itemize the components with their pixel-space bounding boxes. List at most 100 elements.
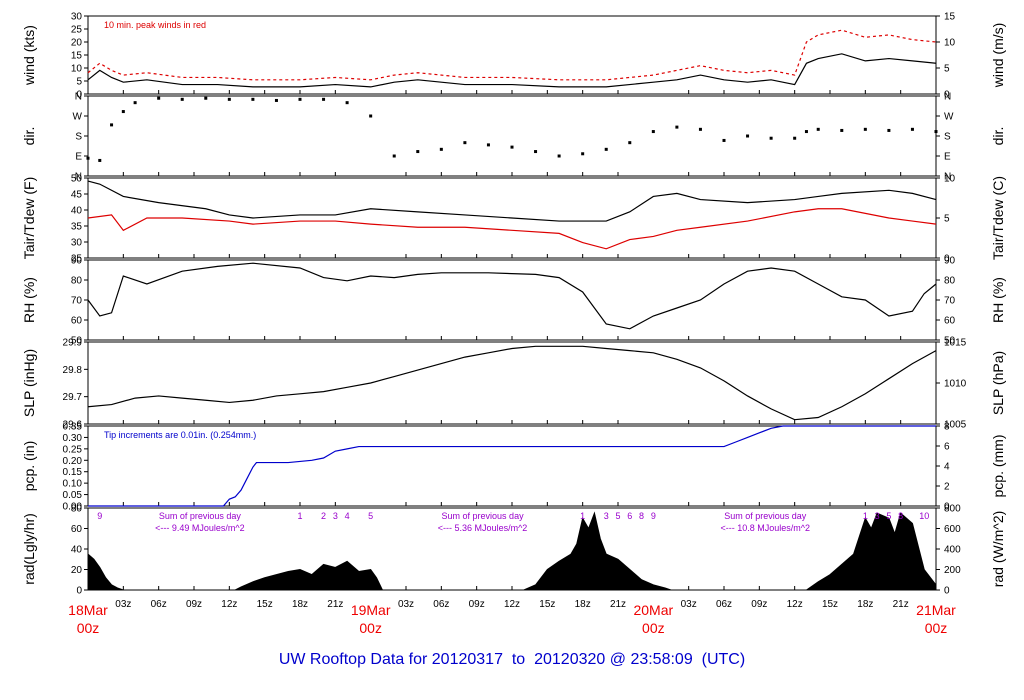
panel-frame [87,15,937,95]
left-tick-label: 15 [71,51,83,62]
left-tick-label: 20 [71,565,83,576]
data-point [816,127,820,131]
series-line-tair [87,180,937,222]
right-tick-label: 5 [944,64,950,75]
data-point [345,101,349,105]
daylight-hour-digit: 5 [368,511,373,521]
x-tick-label: 21z [610,599,626,610]
data-point [863,127,867,131]
right-tick-label: 600 [944,524,961,535]
data-point [804,130,808,134]
right-tick-label: 200 [944,565,961,576]
daylight-hour-digit: 8 [898,511,903,521]
daylight-hour-digit: 6 [627,511,632,521]
left-tick-label: 29.6 [63,420,83,431]
data-point [322,97,326,101]
data-point [157,96,161,100]
right-tick-label: 1015 [944,338,967,349]
left-tick-label: S [75,132,82,143]
left-tick-label: 30 [71,238,83,249]
left-tick-label: 30 [71,12,83,23]
ylabel-left: dir. [21,127,37,146]
ylabel-right: RH (%) [990,277,1006,323]
right-tick-label: 70 [944,296,956,307]
series-line-red [87,29,937,81]
data-point [581,152,585,156]
footer-time: 23:58:09 [630,651,693,668]
x-tick-label: 15z [539,599,555,610]
daylight-hour-digit: 5 [886,511,891,521]
ylabel-right: rad (W/m^2) [990,511,1006,588]
series-line-tdew [87,208,937,250]
daylight-hour-digit: 9 [97,511,102,521]
panel-rh: 50 60 70 80 90 50 60 70 80 90 RH (%) RH (%) [21,256,1006,347]
daily-sum-label: Sum of previous day [159,511,242,521]
data-point [121,110,125,114]
x-tick-label: 12z [504,599,520,610]
data-point [463,141,467,145]
data-point [98,158,102,162]
left-tick-label: 40 [71,545,83,556]
series-line-black [87,53,937,88]
ylabel-left: rad(Lgly/hr) [21,513,37,585]
data-point [227,97,231,101]
right-tick-label: 10 [944,174,956,185]
panel-annotation: Tip increments are 0.01in. (0.254mm.) [104,430,256,440]
data-point [698,127,702,131]
data-point [840,128,844,132]
left-tick-label: 0.20 [63,456,83,467]
data-point [934,130,938,134]
daily-sum-value: <--- 9.49 MJoules/m^2 [155,523,245,533]
left-tick-label: 60 [71,316,83,327]
footer-to-word: to [511,651,526,668]
x-tick-label: 21z [893,599,909,610]
daylight-hour-digit: 2 [321,511,326,521]
date-time-label: 00z [359,620,382,636]
daylight-hour-digit: 3 [333,511,338,521]
data-point [86,156,90,160]
left-tick-label: 10 [71,64,83,75]
right-tick-label: 1010 [944,379,967,390]
right-tick-label: 5 [944,214,950,225]
left-tick-label: N [75,172,82,183]
right-tick-label: 0 [944,90,950,101]
panel-frame [87,95,937,177]
footer-title-prefix: UW Rooftop Data for [278,651,432,668]
x-tick-label: 06z [433,599,449,610]
data-point [298,97,302,101]
left-tick-label: 29.7 [63,392,83,403]
daylight-hour-digit: 4 [345,511,350,521]
data-point [534,150,538,154]
left-tick-label: 0 [76,90,82,101]
series-line-black [87,345,937,421]
x-tick-label: 03z [115,599,131,610]
right-tick-label: 2 [944,482,950,493]
right-tick-label: 90 [944,256,956,267]
left-tick-label: 29.8 [63,365,83,376]
left-tick-label: 0.10 [63,479,83,490]
daylight-hour-digit: 8 [639,511,644,521]
date-label: 18Mar [68,602,108,618]
left-tick-label: 5 [76,77,82,88]
data-point [251,97,255,101]
ylabel-right: dir. [990,127,1006,146]
right-tick-label: 10 [944,38,956,49]
footer-end-date: 20120320 [534,651,606,668]
data-point [769,136,773,140]
right-tick-label: 0 [944,254,950,265]
right-tick-label: 4 [944,462,950,473]
right-tick-label: 6 [944,442,950,453]
right-tick-label: 50 [944,336,956,347]
left-tick-label: 0.15 [63,467,83,478]
daily-sum-label: Sum of previous day [442,511,525,521]
daylight-hour-digit: 3 [604,511,609,521]
x-tick-label: 18z [857,599,873,610]
date-label: 21Mar [916,602,956,618]
right-tick-label: 800 [944,504,961,515]
ylabel-left: Tair/Tdew (F) [21,177,37,259]
left-tick-label: 80 [71,504,83,515]
left-tick-label: 0.35 [63,422,83,433]
left-tick-label: 25 [71,25,83,36]
